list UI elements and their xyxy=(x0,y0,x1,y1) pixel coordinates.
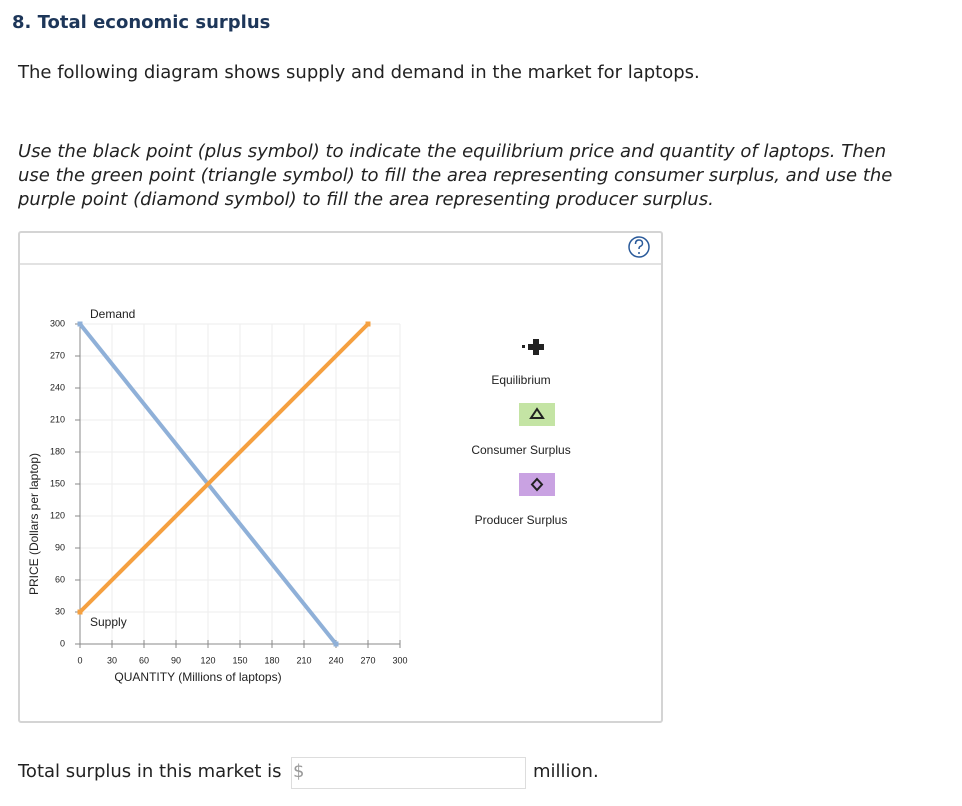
intro: The following diagram shows supply and d… xyxy=(18,62,700,83)
series-line xyxy=(78,322,370,614)
y-tick-label: 270 xyxy=(50,350,65,360)
equilibrium-tool[interactable] xyxy=(522,339,544,355)
triangle-icon[interactable] xyxy=(529,407,545,419)
consumer-surplus-tool[interactable] xyxy=(519,403,555,426)
currency: $ xyxy=(293,761,305,782)
help-dot[interactable] xyxy=(638,252,640,254)
endpoint xyxy=(77,609,83,615)
x-tick-label: 0 xyxy=(77,655,82,665)
endpoint xyxy=(333,641,339,647)
tool-label: Producer Surplus xyxy=(475,513,568,527)
graph-panel xyxy=(18,231,663,723)
x-tick-label: 210 xyxy=(296,655,311,665)
plus-dot[interactable] xyxy=(522,345,525,348)
instructions: Use the black point (plus symbol) to ind… xyxy=(18,141,893,210)
x-axis-label: QUANTITY (Millions of laptops) xyxy=(114,670,281,684)
endpoint xyxy=(365,321,371,327)
help-button[interactable] xyxy=(628,236,650,258)
panel-header xyxy=(20,233,661,265)
y-tick-label: 240 xyxy=(50,382,65,392)
y-tick-label: 300 xyxy=(50,318,65,328)
ps-swatch[interactable] xyxy=(519,473,555,496)
x-tick-label: 270 xyxy=(360,655,375,665)
tool-label: Equilibrium xyxy=(491,373,550,387)
answer-suffix: million. xyxy=(533,761,599,782)
x-tick-label: 150 xyxy=(232,655,247,665)
y-tick-label: 0 xyxy=(60,638,65,648)
tool-label: Consumer Surplus xyxy=(471,443,570,457)
answer-input[interactable] xyxy=(291,757,526,789)
help-glyph[interactable] xyxy=(634,239,644,250)
x-tick-label: 240 xyxy=(328,655,343,665)
endpoint xyxy=(77,321,83,327)
y-axis-label: PRICE (Dollars per laptop) xyxy=(27,453,41,595)
x-tick-label: 60 xyxy=(139,655,149,665)
diamond-icon[interactable] xyxy=(530,477,544,492)
x-tick-label: 180 xyxy=(264,655,279,665)
answer-prefix: Total surplus in this market is xyxy=(18,761,282,782)
y-tick-label: 150 xyxy=(50,478,65,488)
plus-h[interactable] xyxy=(528,344,544,350)
producer-surplus-tool[interactable] xyxy=(519,473,555,496)
y-tick-label: 210 xyxy=(50,414,65,424)
cs-swatch[interactable] xyxy=(519,403,555,426)
y-tick-label: 120 xyxy=(50,510,65,520)
x-tick-label: 30 xyxy=(107,655,117,665)
y-tick-label: 30 xyxy=(55,606,65,616)
line-label: Demand xyxy=(90,307,135,321)
y-tick-label: 180 xyxy=(50,446,65,456)
y-tick-label: 90 xyxy=(55,542,65,552)
question-title: 8. Total economic surplus xyxy=(12,12,271,33)
plus-dot[interactable] xyxy=(534,352,537,355)
x-tick-label: 120 xyxy=(200,655,215,665)
x-tick-label: 300 xyxy=(392,655,407,665)
line-label: Supply xyxy=(90,615,127,629)
x-tick-label: 90 xyxy=(171,655,181,665)
y-tick-label: 60 xyxy=(55,574,65,584)
